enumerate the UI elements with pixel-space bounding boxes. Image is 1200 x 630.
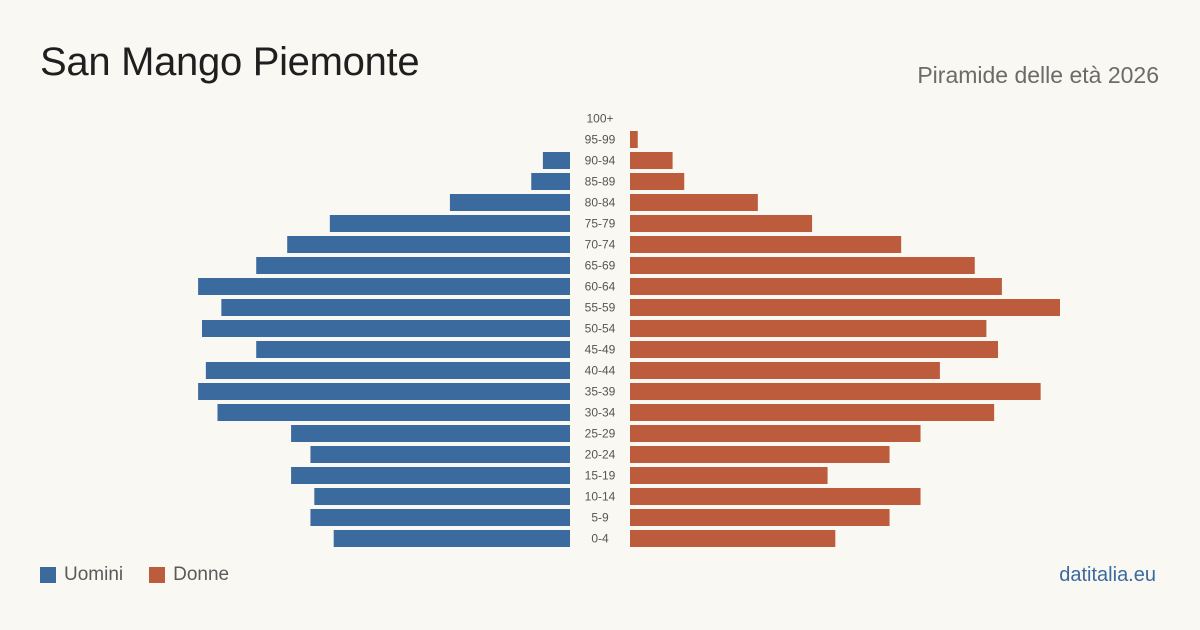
bar-women-70-74 bbox=[630, 236, 902, 253]
bar-men-80-84 bbox=[449, 194, 570, 211]
bar-men-65-69 bbox=[256, 257, 570, 274]
legend-item-women: Donne bbox=[149, 564, 229, 586]
bar-men-90-94 bbox=[542, 152, 570, 169]
bar-women-95-99 bbox=[630, 131, 638, 148]
bar-men-85-89 bbox=[531, 173, 570, 190]
bar-men-70-74 bbox=[287, 236, 570, 253]
age-label-95-99: 95-99 bbox=[585, 133, 616, 147]
age-label-5-9: 5-9 bbox=[591, 511, 609, 525]
bar-men-40-44 bbox=[205, 362, 571, 379]
source-link[interactable]: datitalia.eu bbox=[1059, 564, 1156, 586]
age-label-50-54: 50-54 bbox=[585, 322, 616, 336]
bar-women-60-64 bbox=[630, 278, 1002, 295]
age-label-45-49: 45-49 bbox=[585, 343, 616, 357]
legend-swatch-men bbox=[40, 567, 56, 583]
age-label-30-34: 30-34 bbox=[585, 406, 616, 420]
bar-women-20-24 bbox=[630, 446, 890, 463]
legend-label-women: Donne bbox=[173, 564, 230, 585]
chart-legend: Uomini Donne bbox=[40, 564, 255, 586]
bar-women-40-44 bbox=[630, 362, 940, 379]
bar-women-5-9 bbox=[630, 509, 890, 526]
bar-men-15-19 bbox=[291, 467, 570, 484]
age-label-85-89: 85-89 bbox=[585, 175, 616, 189]
bar-men-75-79 bbox=[329, 215, 570, 232]
bar-men-10-14 bbox=[314, 488, 570, 505]
bar-women-75-79 bbox=[630, 215, 813, 232]
age-label-0-4: 0-4 bbox=[591, 532, 609, 546]
bar-women-80-84 bbox=[630, 194, 758, 211]
bar-men-35-39 bbox=[198, 383, 571, 400]
age-label-35-39: 35-39 bbox=[585, 385, 616, 399]
bar-men-25-29 bbox=[291, 425, 570, 442]
bar-men-55-59 bbox=[221, 299, 570, 316]
legend-item-men: Uomini bbox=[40, 564, 123, 586]
age-label-25-29: 25-29 bbox=[585, 427, 616, 441]
bar-men-60-64 bbox=[198, 278, 571, 295]
age-label-55-59: 55-59 bbox=[585, 301, 616, 315]
bar-men-5-9 bbox=[310, 509, 570, 526]
age-label-15-19: 15-19 bbox=[585, 469, 616, 483]
chart-subtitle: Piramide delle età 2026 bbox=[917, 62, 1159, 88]
bar-men-0-4 bbox=[333, 530, 570, 547]
bar-men-45-49 bbox=[256, 341, 570, 358]
bar-women-10-14 bbox=[630, 488, 921, 505]
age-label-100plus: 100+ bbox=[586, 112, 613, 126]
bar-women-35-39 bbox=[630, 383, 1041, 400]
bar-women-90-94 bbox=[630, 152, 673, 169]
bar-women-0-4 bbox=[630, 530, 836, 547]
age-label-20-24: 20-24 bbox=[585, 448, 616, 462]
bar-women-65-69 bbox=[630, 257, 975, 274]
legend-label-men: Uomini bbox=[64, 564, 124, 585]
age-label-10-14: 10-14 bbox=[585, 490, 616, 504]
bar-women-45-49 bbox=[630, 341, 999, 358]
age-label-70-74: 70-74 bbox=[585, 238, 616, 252]
bar-men-30-34 bbox=[217, 404, 570, 421]
bar-women-50-54 bbox=[630, 320, 987, 337]
age-label-65-69: 65-69 bbox=[585, 259, 616, 273]
legend-swatch-women bbox=[149, 567, 166, 583]
bar-women-30-34 bbox=[630, 404, 995, 421]
bar-women-85-89 bbox=[630, 173, 685, 190]
age-label-40-44: 40-44 bbox=[585, 364, 616, 378]
bar-women-15-19 bbox=[630, 467, 828, 484]
age-label-90-94: 90-94 bbox=[585, 154, 616, 168]
bar-men-50-54 bbox=[201, 320, 570, 337]
page-title: San Mango Piemonte bbox=[40, 40, 420, 84]
bar-women-25-29 bbox=[630, 425, 921, 442]
age-label-80-84: 80-84 bbox=[585, 196, 616, 210]
age-label-60-64: 60-64 bbox=[585, 280, 616, 294]
bar-men-20-24 bbox=[310, 446, 570, 463]
bar-women-55-59 bbox=[630, 299, 1060, 316]
age-label-75-79: 75-79 bbox=[585, 217, 616, 231]
